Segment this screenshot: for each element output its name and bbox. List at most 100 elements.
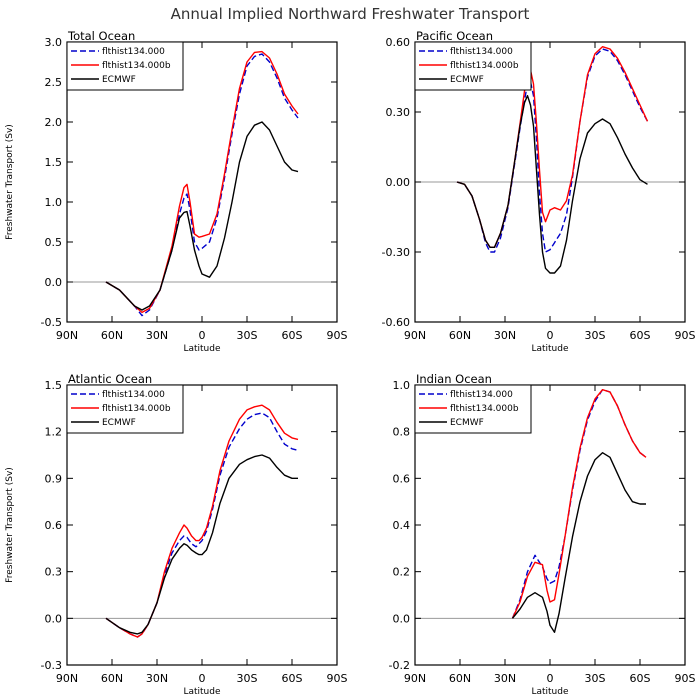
x-tick-label: 60N <box>101 672 123 685</box>
y-tick-label: 3.0 <box>45 36 63 49</box>
legend-label: flthist134.000b <box>102 61 171 71</box>
panel-title: Indian Ocean <box>416 372 492 386</box>
legend-label: flthist134.000 <box>450 390 513 400</box>
y-tick-label: 0.6 <box>45 519 63 532</box>
legend-label: flthist134.000 <box>102 390 165 400</box>
y-tick-label: 1.2 <box>45 426 63 439</box>
panel-title: Pacific Ocean <box>416 29 493 43</box>
x-axis-label: Latitude <box>531 687 569 697</box>
x-tick-label: 0 <box>199 672 206 685</box>
legend: flthist134.000 flthist134.000b ECMWF <box>414 384 532 434</box>
y-tick-label: 0.0 <box>45 612 63 625</box>
legend-label: ECMWF <box>450 75 484 85</box>
y-tick-label: 0.8 <box>393 426 411 439</box>
legend-label: flthist134.000b <box>102 404 171 414</box>
x-tick-label: 30S <box>585 672 606 685</box>
series-line-flthist134-000b <box>105 50 299 314</box>
x-tick-label: 60N <box>449 329 471 342</box>
y-tick-label: 2.0 <box>45 116 63 129</box>
y-tick-label: -0.3 <box>41 659 62 672</box>
y-tick-label: 1.0 <box>393 379 411 392</box>
legend-box <box>66 384 184 434</box>
x-axis-label: Latitude <box>183 687 221 697</box>
x-tick-label: 30N <box>494 672 516 685</box>
legend-label: flthist134.000 <box>102 47 165 57</box>
x-tick-label: 90N <box>404 329 426 342</box>
legend-label: flthist134.000 <box>450 47 513 57</box>
y-tick-label: -0.30 <box>382 246 410 259</box>
series-line-flthist134-000 <box>105 412 299 638</box>
legend-label: ECMWF <box>102 75 136 85</box>
y-tick-label: 1.5 <box>45 379 63 392</box>
panel-pacific-ocean: 90N 60N 30N 0 30S 60S 90S -0.60 -0.30 0.00 0.30 0.6… <box>382 29 696 354</box>
x-tick-label: 60S <box>630 672 651 685</box>
x-tick-label: 90N <box>56 329 78 342</box>
x-tick-label: 90N <box>404 672 426 685</box>
series-line-ecmwf <box>105 121 299 311</box>
y-tick-label: 0.4 <box>393 519 411 532</box>
series-line-flthist134-000 <box>105 53 299 317</box>
x-tick-label: 30N <box>146 329 168 342</box>
y-tick-label: 1.0 <box>45 196 63 209</box>
y-tick-label: 0.0 <box>393 612 411 625</box>
series-line-ecmwf <box>456 95 648 274</box>
y-tick-label: -0.2 <box>389 659 410 672</box>
x-tick-label: 60S <box>282 329 303 342</box>
series-line-ecmwf <box>105 454 298 635</box>
y-tick-label: 0.60 <box>386 36 411 49</box>
panel-indian-ocean: 90N 60N 30N 0 30S 60S 90S -0.2 0.0 0.2 0.4 0.6 0.8 1.… <box>389 372 696 697</box>
y-tick-label: 0.30 <box>386 106 411 119</box>
legend: flthist134.000 flthist134.000b ECMWF <box>414 41 532 91</box>
legend-label: flthist134.000b <box>450 404 519 414</box>
y-axis-label: Freshwater Transport (Sv) <box>5 124 15 240</box>
x-tick-label: 60S <box>282 672 303 685</box>
y-tick-label: 1.5 <box>45 156 63 169</box>
panel-title: Atlantic Ocean <box>68 372 152 386</box>
y-tick-label: -0.60 <box>382 316 410 329</box>
y-tick-label: 0.5 <box>45 236 63 249</box>
legend-box <box>414 41 532 91</box>
legend-box <box>414 384 532 434</box>
panel-atlantic-ocean: 90N 60N 30N 0 30S 60S 90S -0.3 0.0 0.3 0.6 0.9 1.2 1.… <box>5 372 348 697</box>
y-tick-label: 0.6 <box>393 472 411 485</box>
figure-title: Annual Implied Northward Freshwater Tran… <box>171 5 530 23</box>
y-tick-label: 0.9 <box>45 472 63 485</box>
legend-box <box>66 41 184 91</box>
x-tick-label: 90S <box>327 672 348 685</box>
x-tick-label: 0 <box>547 329 554 342</box>
x-tick-label: 60N <box>101 329 123 342</box>
x-tick-label: 90S <box>675 672 696 685</box>
y-axis-label: Freshwater Transport (Sv) <box>5 467 15 583</box>
panel-title: Total Ocean <box>67 29 135 43</box>
y-tick-label: 0.3 <box>45 566 63 579</box>
x-tick-label: 60S <box>630 329 651 342</box>
x-tick-label: 30S <box>237 672 258 685</box>
y-tick-label: -0.5 <box>41 316 62 329</box>
x-tick-label: 30S <box>585 329 606 342</box>
series-line-ecmwf <box>511 452 646 633</box>
legend-label: flthist134.000b <box>450 61 519 71</box>
x-tick-label: 90S <box>327 329 348 342</box>
y-tick-label: 0.00 <box>386 176 411 189</box>
x-tick-label: 60N <box>449 672 471 685</box>
panel-total-ocean: 90N 60N 30N 0 30S 60S 90S -0.5 0.0 0.5 1.0 1.5 2.0 2.… <box>5 29 348 354</box>
x-tick-label: 30N <box>146 672 168 685</box>
legend: flthist134.000 flthist134.000b ECMWF <box>66 384 184 434</box>
series-line-flthist134-000b <box>511 389 647 619</box>
x-tick-label: 90N <box>56 672 78 685</box>
legend-label: ECMWF <box>450 418 484 428</box>
x-tick-label: 0 <box>199 329 206 342</box>
x-tick-label: 30N <box>494 329 516 342</box>
x-tick-label: 90S <box>675 329 696 342</box>
y-tick-label: 2.5 <box>45 76 63 89</box>
legend: flthist134.000 flthist134.000b ECMWF <box>66 41 184 91</box>
x-axis-label: Latitude <box>531 344 569 354</box>
x-axis-label: Latitude <box>183 344 221 354</box>
x-tick-label: 30S <box>237 329 258 342</box>
series-line-flthist134-000 <box>456 48 649 253</box>
series-line-flthist134-000b <box>105 404 299 638</box>
y-tick-label: 0.0 <box>45 276 63 289</box>
y-tick-label: 0.2 <box>393 566 411 579</box>
legend-label: ECMWF <box>102 418 136 428</box>
